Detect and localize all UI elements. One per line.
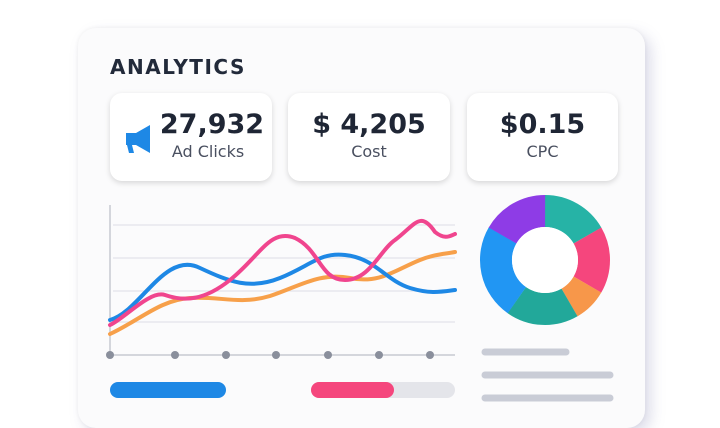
stat-label: Cost: [351, 142, 387, 161]
stat-label: Ad Clicks: [171, 142, 245, 161]
donut: [480, 195, 610, 325]
orange-line: [108, 250, 457, 336]
donut-hole: [512, 227, 578, 293]
stat-value: $0.15: [499, 109, 586, 140]
text-placeholders: [481, 348, 614, 402]
progress-bar: [110, 382, 226, 398]
megaphone-icon: [126, 125, 150, 153]
stat-card: $ 4,205 Cost: [288, 93, 450, 181]
pink-line: [108, 218, 457, 327]
axis-dots: [106, 351, 434, 359]
page: {"header": {"title": "ANALYTICS"}, "stat…: [106, 55, 618, 402]
stat-value: 27,932: [159, 109, 265, 140]
title: ANALYTICS: [110, 55, 246, 79]
stat-value: $ 4,205: [312, 109, 426, 140]
stat-label: CPC: [526, 142, 559, 161]
stat-card: 27,932 Ad Clicks: [110, 93, 272, 181]
progress-bar: [311, 382, 394, 398]
stat-card: $0.15 CPC: [467, 93, 618, 181]
decorations: [106, 195, 614, 402]
blue-line: [108, 252, 457, 322]
